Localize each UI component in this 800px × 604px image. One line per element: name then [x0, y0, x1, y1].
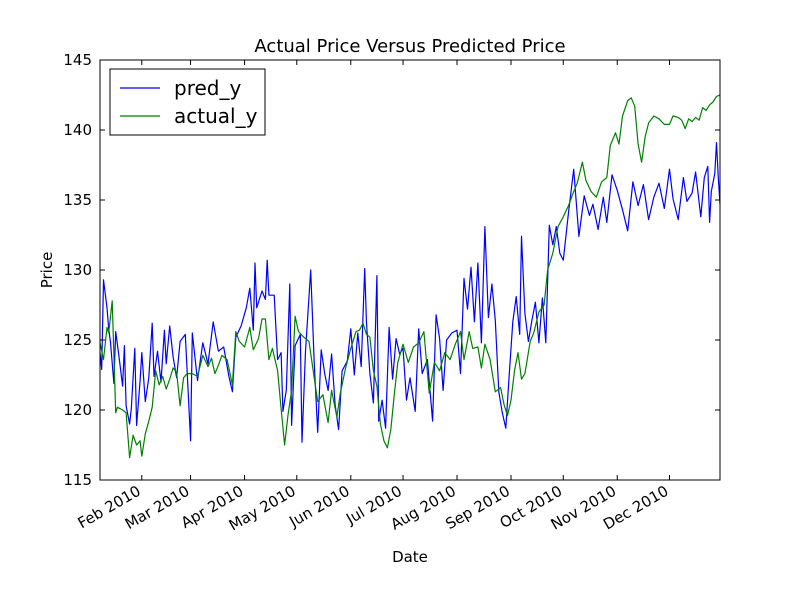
- y-tick-label: 145: [63, 51, 92, 69]
- legend: pred_y actual_y: [109, 68, 266, 136]
- series-line-pred-y: [99, 142, 721, 443]
- legend-box: [109, 68, 266, 136]
- y-tick-label: 115: [63, 471, 92, 489]
- y-tick-label: 140: [63, 121, 92, 139]
- series-line-actual-y: [99, 94, 721, 459]
- x-axis-label: Date: [392, 548, 428, 566]
- y-tick-label: 135: [63, 191, 92, 209]
- y-axis-label: Price: [38, 252, 56, 289]
- chart-title: Actual Price Versus Predicted Price: [254, 36, 565, 57]
- legend-label-pred-y: pred_y: [174, 76, 241, 100]
- legend-label-actual-y: actual_y: [174, 104, 258, 128]
- y-tick-label: 130: [63, 261, 92, 279]
- y-tick-label: 120: [63, 401, 92, 419]
- series-layer: [99, 94, 721, 459]
- y-tick-label: 125: [63, 331, 92, 349]
